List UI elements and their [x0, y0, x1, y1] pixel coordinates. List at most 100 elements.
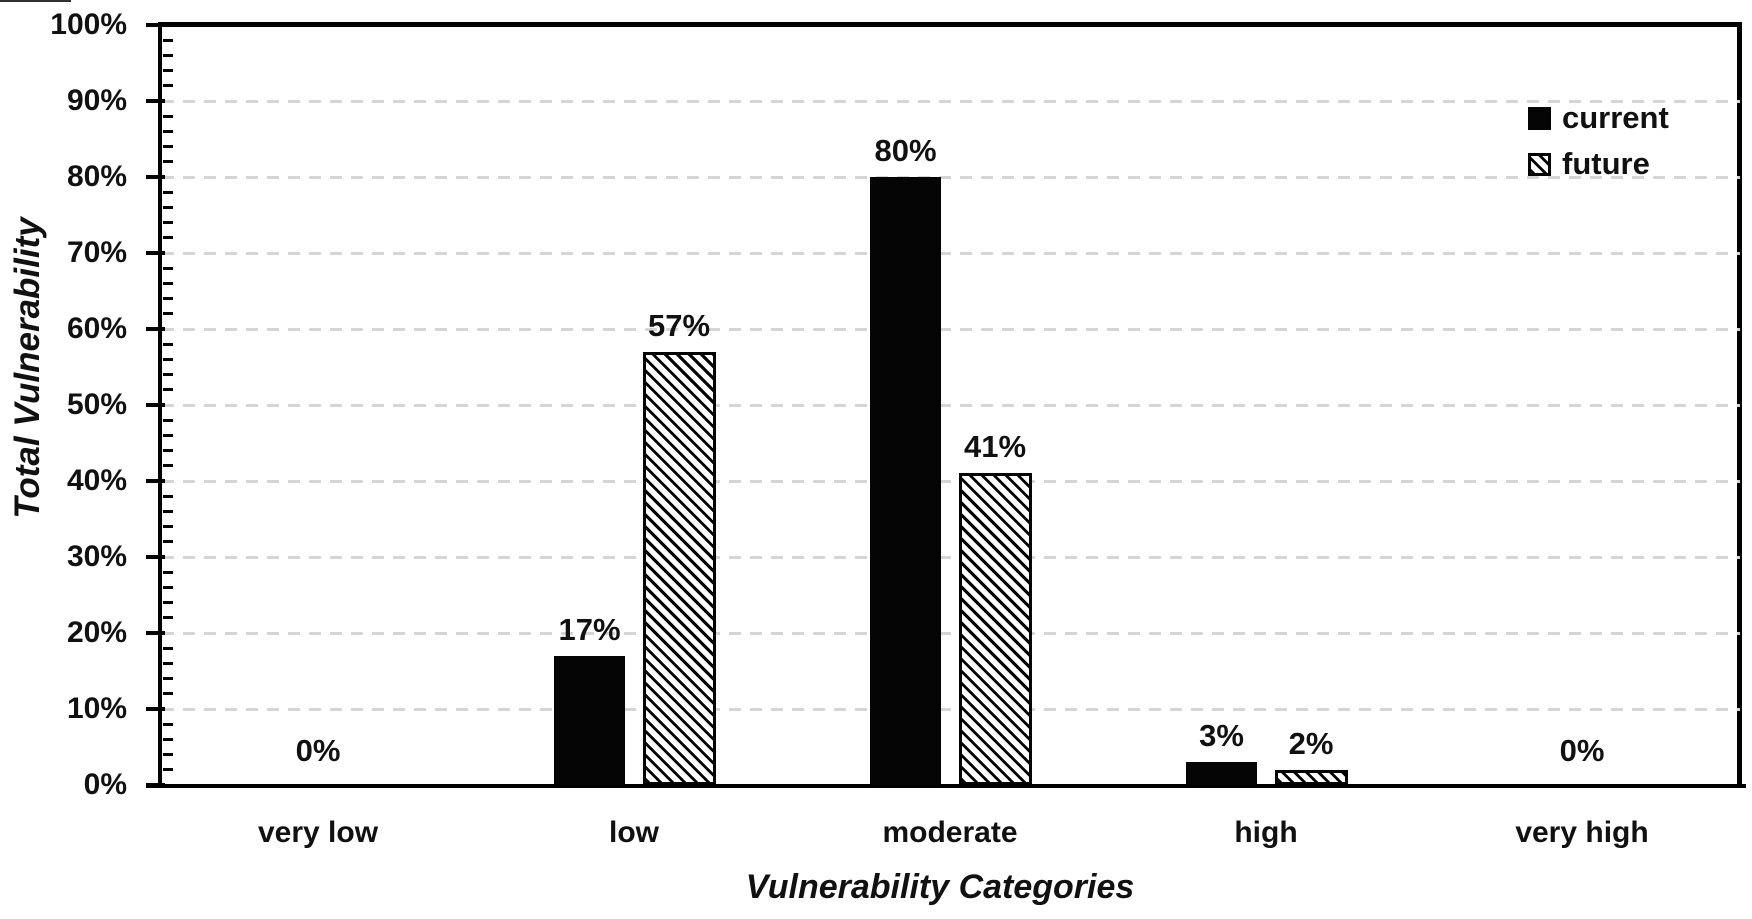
y-axis-minor-tick-82 — [163, 160, 173, 164]
bar-current-moderate — [870, 177, 941, 785]
y-axis-tick-label-10: 10% — [66, 692, 127, 725]
bar-overlap-seam-moderate — [0, 0, 71, 2]
x-axis-category-label-high: high — [1234, 816, 1298, 849]
y-axis-major-tick-0 — [146, 783, 165, 787]
y-axis-minor-tick-64 — [163, 297, 173, 301]
y-axis-minor-tick-72 — [163, 236, 173, 240]
y-axis-major-tick-100 — [146, 23, 165, 27]
bar-value-label-current-moderate: 80% — [874, 133, 937, 168]
x-axis-category-label-very-low: very low — [257, 816, 379, 849]
y-axis-major-tick-90 — [146, 99, 165, 103]
y-axis-tick-label-90: 90% — [66, 84, 127, 117]
y-axis-minor-tick-68 — [163, 266, 173, 270]
gridline-h-40 — [162, 479, 1740, 483]
y-axis-minor-tick-92 — [163, 84, 173, 88]
gridline-h-70 — [162, 251, 1740, 255]
y-axis-major-tick-70 — [146, 251, 165, 255]
bar-value-label-future-high: 2% — [1288, 725, 1334, 761]
y-axis-major-tick-60 — [146, 327, 165, 331]
y-axis-major-tick-40 — [146, 479, 165, 483]
gridline-h-30 — [162, 555, 1740, 559]
y-axis-tick-label-20: 20% — [66, 616, 127, 649]
y-axis-minor-tick-48 — [163, 418, 173, 422]
y-axis-minor-tick-58 — [163, 342, 173, 346]
y-axis-minor-tick-8 — [163, 722, 173, 726]
y-axis-minor-tick-4 — [163, 753, 173, 757]
gridline-h-60 — [162, 327, 1740, 331]
legend-item-current: current — [1528, 100, 1669, 136]
x-axis-category-label-very-high: very high — [1515, 816, 1649, 849]
bar-value-label-current-low: 17% — [558, 611, 621, 647]
y-axis-minor-tick-54 — [163, 373, 173, 377]
y-axis-minor-tick-66 — [163, 281, 173, 285]
y-axis-minor-tick-24 — [163, 601, 173, 605]
bar-current-low — [554, 655, 625, 785]
bar-future-moderate — [959, 473, 1032, 785]
y-axis-minor-tick-12 — [163, 692, 173, 696]
legend-swatch-current-solid-square — [1528, 106, 1551, 130]
y-axis-minor-tick-42 — [163, 464, 173, 468]
x-axis-line — [146, 784, 1746, 788]
legend-label-future: future — [1562, 146, 1650, 181]
y-axis-minor-tick-2 — [163, 768, 173, 772]
y-axis-minor-tick-18 — [163, 646, 173, 650]
gridline-h-10 — [162, 707, 1740, 711]
y-axis-minor-tick-94 — [163, 69, 173, 73]
y-axis-minor-tick-44 — [163, 449, 173, 453]
y-axis-minor-tick-52 — [163, 388, 173, 392]
y-axis-minor-tick-78 — [163, 190, 173, 194]
y-axis-minor-tick-32 — [163, 540, 173, 544]
legend-item-future: future — [1528, 146, 1669, 182]
y-axis-minor-tick-96 — [163, 53, 173, 57]
y-axis-major-tick-20 — [146, 631, 165, 635]
y-axis-minor-tick-84 — [163, 145, 173, 149]
y-axis-major-tick-10 — [146, 707, 165, 711]
gridline-h-50 — [162, 403, 1740, 407]
gridline-h-20 — [162, 631, 1740, 635]
y-axis-tick-label-40: 40% — [66, 464, 127, 497]
y-axis-minor-tick-36 — [163, 509, 173, 513]
y-axis-minor-tick-74 — [163, 221, 173, 225]
legend: current future — [1528, 100, 1669, 182]
legend-label-current: current — [1562, 100, 1669, 135]
y-axis-minor-tick-28 — [163, 570, 173, 574]
bar-value-label-very-low: 0% — [295, 733, 341, 768]
y-axis-minor-tick-76 — [163, 205, 173, 209]
x-axis-category-label-low: low — [609, 816, 659, 849]
y-axis-minor-tick-56 — [163, 357, 173, 361]
y-axis-title: Total Vulnerability — [8, 217, 47, 519]
y-axis-minor-tick-46 — [163, 433, 173, 437]
y-axis-tick-label-30: 30% — [66, 540, 127, 573]
gridline-h-80 — [162, 175, 1740, 179]
y-axis-minor-tick-62 — [163, 312, 173, 316]
y-axis-tick-label-80: 80% — [66, 160, 127, 193]
bar-current-high — [1186, 762, 1257, 785]
y-axis-tick-label-50: 50% — [66, 388, 127, 421]
y-axis-minor-tick-86 — [163, 129, 173, 133]
bar-value-label-very-high: 0% — [1559, 733, 1605, 768]
gridline-h-90 — [162, 99, 1740, 103]
y-axis-minor-tick-26 — [163, 585, 173, 589]
legend-swatch-future-hatched-square — [1528, 152, 1551, 176]
y-axis-tick-label-0: 0% — [83, 768, 127, 801]
y-axis-minor-tick-14 — [163, 677, 173, 681]
y-axis-minor-tick-16 — [163, 661, 173, 665]
y-axis-minor-tick-6 — [163, 737, 173, 741]
y-axis-major-tick-50 — [146, 403, 165, 407]
y-axis-tick-label-70: 70% — [66, 236, 127, 269]
x-axis-title: Vulnerability Categories — [745, 868, 1135, 906]
bar-value-label-future-moderate: 41% — [963, 429, 1027, 465]
y-axis-minor-tick-34 — [163, 525, 173, 529]
y-axis-tick-label-60: 60% — [66, 312, 127, 345]
y-axis-minor-tick-88 — [163, 114, 173, 118]
y-axis-tick-label-100: 100% — [50, 8, 127, 41]
bar-value-label-future-low: 57% — [647, 307, 711, 343]
y-axis-minor-tick-98 — [163, 38, 173, 42]
y-axis-minor-tick-22 — [163, 616, 173, 620]
bar-value-label-current-high: 3% — [1199, 718, 1244, 754]
bar-future-low — [643, 351, 716, 785]
plot-border-top — [158, 22, 1742, 27]
y-axis-major-tick-30 — [146, 555, 165, 559]
